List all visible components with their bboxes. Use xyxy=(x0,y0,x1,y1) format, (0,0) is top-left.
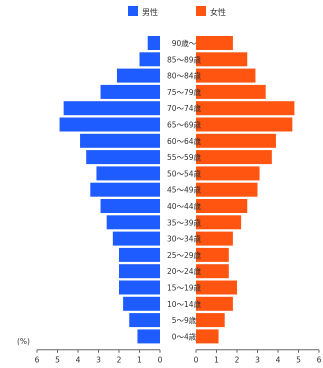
bar-female-6 xyxy=(196,133,276,148)
bar-male-13 xyxy=(119,247,160,262)
bar-male-1 xyxy=(139,52,160,67)
bar-male-16 xyxy=(123,296,160,311)
bar-female-4 xyxy=(196,101,295,116)
bar-female-16 xyxy=(196,296,233,311)
age-label-6: 60〜64歳 xyxy=(167,136,202,146)
bar-male-9 xyxy=(90,182,160,197)
legend-swatch-male xyxy=(128,6,138,16)
bar-female-0 xyxy=(196,36,233,50)
age-group-labels: 90歳〜 85〜89歳 80〜84歳 75〜79歳 70〜74歳 65〜69歳 60〜64歳… xyxy=(167,38,202,341)
unit-label: (%) xyxy=(17,337,30,346)
age-label-11: 35〜39歳 xyxy=(167,217,202,227)
age-label-17: 5〜9歳 xyxy=(172,315,197,325)
bar-female-7 xyxy=(196,150,272,165)
tick-label-female-3: 3 xyxy=(255,356,260,365)
age-label-5: 65〜69歳 xyxy=(167,120,202,130)
bar-female-9 xyxy=(196,182,258,197)
bar-female-18 xyxy=(196,329,219,344)
bar-female-17 xyxy=(196,313,225,328)
tick-label-male-0: 0 xyxy=(158,356,163,365)
bar-male-14 xyxy=(119,264,160,279)
tick-label-female-1: 1 xyxy=(214,356,219,365)
tick-label-male-6: 6 xyxy=(35,356,40,365)
bar-female-5 xyxy=(196,117,293,132)
bar-male-11 xyxy=(106,215,160,230)
bar-male-7 xyxy=(86,150,160,165)
tick-label-female-2: 2 xyxy=(235,356,240,365)
bar-female-8 xyxy=(196,166,260,181)
tick-label-female-4: 4 xyxy=(276,356,281,365)
male-bars xyxy=(59,36,160,344)
bar-male-3 xyxy=(100,84,160,99)
x-axes: 6 6 5 5 4 4 3 3 2 2 1 1 0 0 xyxy=(35,349,322,365)
age-label-2: 80〜84歳 xyxy=(167,71,202,81)
age-label-15: 15〜19歳 xyxy=(167,283,202,293)
age-label-7: 55〜59歳 xyxy=(167,152,202,162)
bar-female-10 xyxy=(196,199,248,213)
age-label-10: 40〜44歳 xyxy=(167,201,202,211)
bar-female-12 xyxy=(196,231,233,246)
bar-male-18 xyxy=(137,329,160,344)
tick-label-male-4: 4 xyxy=(76,356,81,365)
bar-male-15 xyxy=(119,280,160,295)
bar-female-15 xyxy=(196,280,237,295)
bar-female-1 xyxy=(196,52,248,67)
age-label-9: 45〜49歳 xyxy=(167,185,202,195)
bar-male-8 xyxy=(96,166,160,181)
age-label-14: 20〜24歳 xyxy=(167,266,202,276)
age-label-16: 10〜14歳 xyxy=(167,299,202,309)
bar-female-13 xyxy=(196,247,229,262)
age-label-3: 75〜79歳 xyxy=(167,87,202,97)
bar-male-5 xyxy=(59,117,160,132)
age-label-8: 50〜54歳 xyxy=(167,168,202,178)
tick-label-male-1: 1 xyxy=(137,356,142,365)
tick-label-male-5: 5 xyxy=(55,356,60,365)
tick-label-female-6: 6 xyxy=(317,356,322,365)
bar-male-0 xyxy=(147,36,160,50)
legend: 男性 女性 xyxy=(128,6,226,17)
bar-male-17 xyxy=(129,313,160,328)
female-bars xyxy=(196,36,295,344)
bar-male-10 xyxy=(100,199,160,213)
age-label-1: 85〜89歳 xyxy=(167,54,202,64)
age-label-13: 25〜29歳 xyxy=(167,250,202,260)
age-label-0: 90歳〜 xyxy=(172,38,197,48)
tick-label-female-0: 0 xyxy=(194,356,199,365)
age-label-18: 0〜4歳 xyxy=(172,331,197,341)
bar-female-3 xyxy=(196,84,266,99)
legend-label-female: 女性 xyxy=(210,7,226,17)
legend-label-male: 男性 xyxy=(142,7,158,17)
age-label-4: 70〜74歳 xyxy=(167,103,202,113)
bar-male-12 xyxy=(112,231,160,246)
tick-label-female-5: 5 xyxy=(296,356,301,365)
tick-label-male-2: 2 xyxy=(117,356,122,365)
bar-male-6 xyxy=(80,133,160,148)
legend-swatch-female xyxy=(196,6,206,16)
bar-female-11 xyxy=(196,215,242,230)
bar-male-2 xyxy=(116,68,160,83)
tick-label-male-3: 3 xyxy=(96,356,101,365)
age-label-12: 30〜34歳 xyxy=(167,234,202,244)
bar-male-4 xyxy=(63,101,160,116)
bar-female-14 xyxy=(196,264,229,279)
bar-female-2 xyxy=(196,68,256,83)
